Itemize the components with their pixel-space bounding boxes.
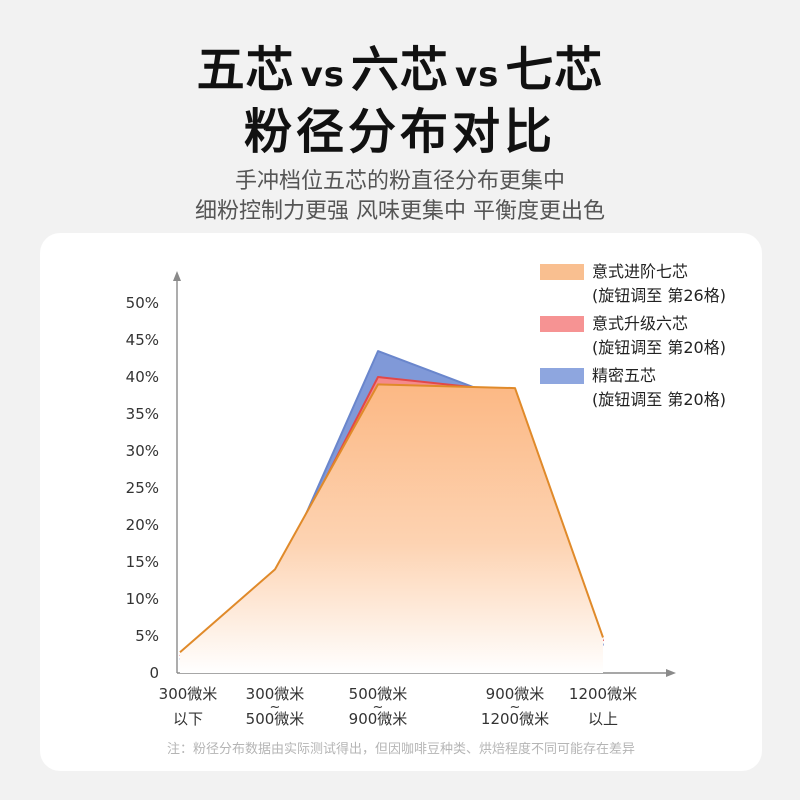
y-tick-label: 0 <box>149 664 159 682</box>
y-tick-label: 15% <box>126 553 159 571</box>
chart-legend: 意式进阶七芯 (旋钮调至 第26格) 意式升级六芯 (旋钮调至 第20格) 精密… <box>540 260 760 416</box>
area-seven-core <box>180 384 603 673</box>
x-tick-label: 以下 <box>173 710 203 728</box>
legend-label-five-core: 精密五芯 <box>592 366 657 385</box>
subtitle-1: 手冲档位五芯的粉直径分布更集中 <box>234 169 565 194</box>
line-seven-core <box>179 383 604 654</box>
x-tick-label: ~ <box>270 700 281 715</box>
x-tick-label: 900微米 <box>486 685 545 703</box>
y-tick-label: 40% <box>126 368 159 386</box>
y-tick-label: 25% <box>126 479 159 497</box>
x-tick-label: 500微米 <box>349 685 408 703</box>
x-tick-label: ~ <box>373 700 384 715</box>
y-axis-arrow <box>173 271 181 281</box>
y-tick-label: 45% <box>126 331 159 349</box>
chart-card: 0 5% 10% 15% 20% 25% 30% 35% 40% 45% 50% 300微米以下 300… <box>40 233 762 771</box>
x-axis-arrow <box>666 669 676 677</box>
y-tick-label: 30% <box>126 442 159 460</box>
x-tick-label: 1200微米 <box>569 685 637 703</box>
y-tick-label: 35% <box>126 405 159 423</box>
title-vs-2: vs <box>455 55 500 95</box>
legend-label-seven-core: 意式进阶七芯 <box>592 262 689 281</box>
legend-item-six-core: 意式升级六芯 (旋钮调至 第20格) <box>540 312 760 364</box>
x-tick-label: 以上 <box>588 710 618 728</box>
legend-setting-six-core: (旋钮调至 第20格) <box>592 338 726 357</box>
legend-swatch-seven-core <box>540 264 584 280</box>
legend-setting-five-core: (旋钮调至 第20格) <box>592 390 726 409</box>
x-tick-label: 300微米 <box>159 685 218 703</box>
x-tick-label: 300微米 <box>246 685 305 703</box>
subtitle-2: 细粉控制力更强 风味更集中 平衡度更出色 <box>195 199 605 224</box>
x-tick-label: 1200微米 <box>481 710 549 728</box>
page-title-line2: 粉径分布对比 <box>243 104 556 160</box>
title-vs-1: vs <box>300 55 345 95</box>
legend-item-five-core: 精密五芯 (旋钮调至 第20格) <box>540 364 760 416</box>
legend-label-six-core: 意式升级六芯 <box>592 314 689 333</box>
title-six-core: 六芯 <box>350 42 449 98</box>
x-tick-label: 500微米 <box>246 710 305 728</box>
y-tick-label: 5% <box>135 627 159 645</box>
x-tick-label: 900微米 <box>349 710 408 728</box>
legend-setting-seven-core: (旋钮调至 第26格) <box>592 286 726 305</box>
legend-item-seven-core: 意式进阶七芯 (旋钮调至 第26格) <box>540 260 760 312</box>
title-seven-core: 七芯 <box>505 42 604 98</box>
footnote: 注：粉径分布数据由实际测试得出，但因咖啡豆种类、烘焙程度不同可能存在差异 <box>166 742 635 757</box>
x-tick-label: ~ <box>510 700 521 715</box>
page-title-line1: 五芯 vs 六芯 vs 七芯 <box>0 30 800 100</box>
legend-swatch-six-core <box>540 316 584 332</box>
y-tick-label: 50% <box>126 294 159 312</box>
y-tick-label: 20% <box>126 516 159 534</box>
title-five-core: 五芯 <box>196 42 295 98</box>
y-tick-label: 10% <box>126 590 159 608</box>
legend-swatch-five-core <box>540 368 584 384</box>
